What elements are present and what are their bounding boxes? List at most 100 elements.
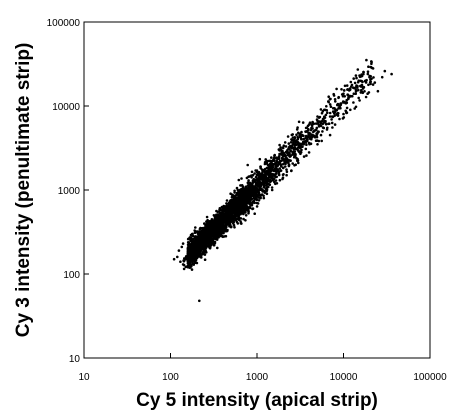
scatter-cloud-point (295, 133, 298, 136)
scatter-cloud-point (328, 111, 332, 115)
data-point (229, 212, 233, 216)
scatter-cloud-point (369, 82, 372, 86)
data-point (224, 217, 227, 221)
data-point (333, 98, 337, 101)
scatter-cloud-point (256, 190, 260, 194)
scatter-cloud-point (218, 228, 221, 231)
scatter-cloud-point (286, 135, 290, 138)
scatter-cloud-point (243, 206, 246, 209)
data-point (221, 229, 224, 232)
scatter-cloud-point (287, 161, 290, 165)
scatter-cloud-point (226, 228, 229, 232)
scatter-cloud-point (352, 92, 356, 95)
scatter-cloud-point (258, 157, 262, 161)
scatter-cloud-point (293, 137, 297, 140)
scatter-cloud-point (355, 76, 358, 80)
scatter-cloud-point (284, 165, 287, 168)
data-point (310, 133, 314, 137)
data-point (195, 230, 198, 233)
scatter-cloud-point (279, 169, 282, 172)
scatter-cloud-point (321, 130, 324, 133)
scatter-cloud-point (275, 172, 278, 175)
scatter-cloud-point (218, 212, 222, 215)
data-point (316, 115, 319, 118)
scatter-cloud-point (275, 164, 279, 168)
data-point (267, 176, 270, 179)
scatter-cloud-point (225, 210, 228, 214)
scatter-cloud-point (182, 259, 186, 263)
scatter-cloud-point (342, 89, 346, 92)
scatter-cloud-point (369, 78, 372, 81)
scatter-cloud-point (240, 207, 243, 211)
scatter-cloud-point (328, 103, 332, 106)
data-point (233, 196, 236, 200)
data-point (290, 138, 293, 141)
scatter-cloud-point (345, 84, 349, 87)
data-point (281, 146, 285, 149)
scatter-cloud-point (274, 179, 278, 182)
scatter-cloud-point (184, 265, 188, 269)
scatter-cloud-point (329, 97, 332, 101)
scatter-cloud-point (226, 222, 229, 225)
scatter-cloud-point (296, 159, 300, 162)
scatter-cloud-point (204, 247, 207, 251)
scatter-cloud-point (358, 99, 361, 102)
data-point (302, 155, 306, 158)
scatter-cloud-point (267, 178, 270, 182)
scatter-cloud-point (356, 68, 360, 71)
data-point (226, 216, 230, 219)
data-point (299, 136, 303, 139)
scatter-cloud-point (344, 101, 347, 105)
data-point (203, 253, 207, 256)
scatter-cloud-point (307, 131, 310, 134)
scatter-cloud-point (217, 230, 221, 233)
data-point (314, 128, 318, 132)
scatter-cloud-point (255, 181, 259, 185)
scatter-cloud-point (209, 229, 212, 232)
scatter-cloud-point (257, 199, 261, 202)
scatter-cloud-point (334, 108, 338, 111)
scatter-cloud-point (245, 190, 248, 193)
scatter-cloud-point (232, 194, 235, 197)
data-point (323, 108, 326, 112)
scatter-cloud-point (209, 221, 212, 225)
data-point (252, 190, 256, 193)
scatter-cloud-point (207, 229, 210, 232)
scatter-cloud-point (201, 236, 205, 240)
scatter-cloud-point (246, 163, 249, 167)
scatter-cloud-point (353, 81, 357, 85)
scatter-cloud-point (372, 76, 375, 79)
data-point (371, 83, 375, 86)
scatter-cloud-point (223, 214, 227, 217)
scatter-cloud-point (235, 191, 239, 195)
scatter-cloud-point (252, 193, 256, 196)
data-point (255, 201, 259, 205)
scatter-cloud-point (277, 173, 281, 177)
scatter-cloud-point (263, 189, 266, 193)
scatter-cloud-point (308, 142, 311, 146)
data-point (251, 207, 255, 210)
scatter-cloud-point (280, 150, 284, 153)
data-point (246, 195, 249, 199)
scatter-cloud-point (238, 190, 241, 194)
data-point (184, 257, 187, 261)
scatter-cloud-point (232, 199, 235, 203)
scatter-cloud-point (225, 202, 228, 205)
scatter-cloud-point (340, 88, 343, 91)
scatter-cloud-point (238, 199, 242, 202)
x-tick-label: 1000 (246, 372, 269, 383)
data-point (212, 243, 216, 247)
y-axis-label: Cy 3 intensity (penultimate strip) (13, 43, 34, 338)
data-point (275, 182, 279, 185)
scatter-cloud-point (265, 169, 269, 173)
scatter-cloud-point (263, 162, 267, 166)
scatter-cloud-point (321, 126, 325, 129)
scatter-cloud-point (189, 244, 193, 248)
scatter-cloud-point (278, 143, 281, 147)
data-point (177, 249, 181, 252)
scatter-cloud-point (304, 134, 308, 138)
data-point (265, 192, 269, 196)
scatter-cloud-point (199, 255, 202, 259)
data-point (259, 165, 262, 168)
